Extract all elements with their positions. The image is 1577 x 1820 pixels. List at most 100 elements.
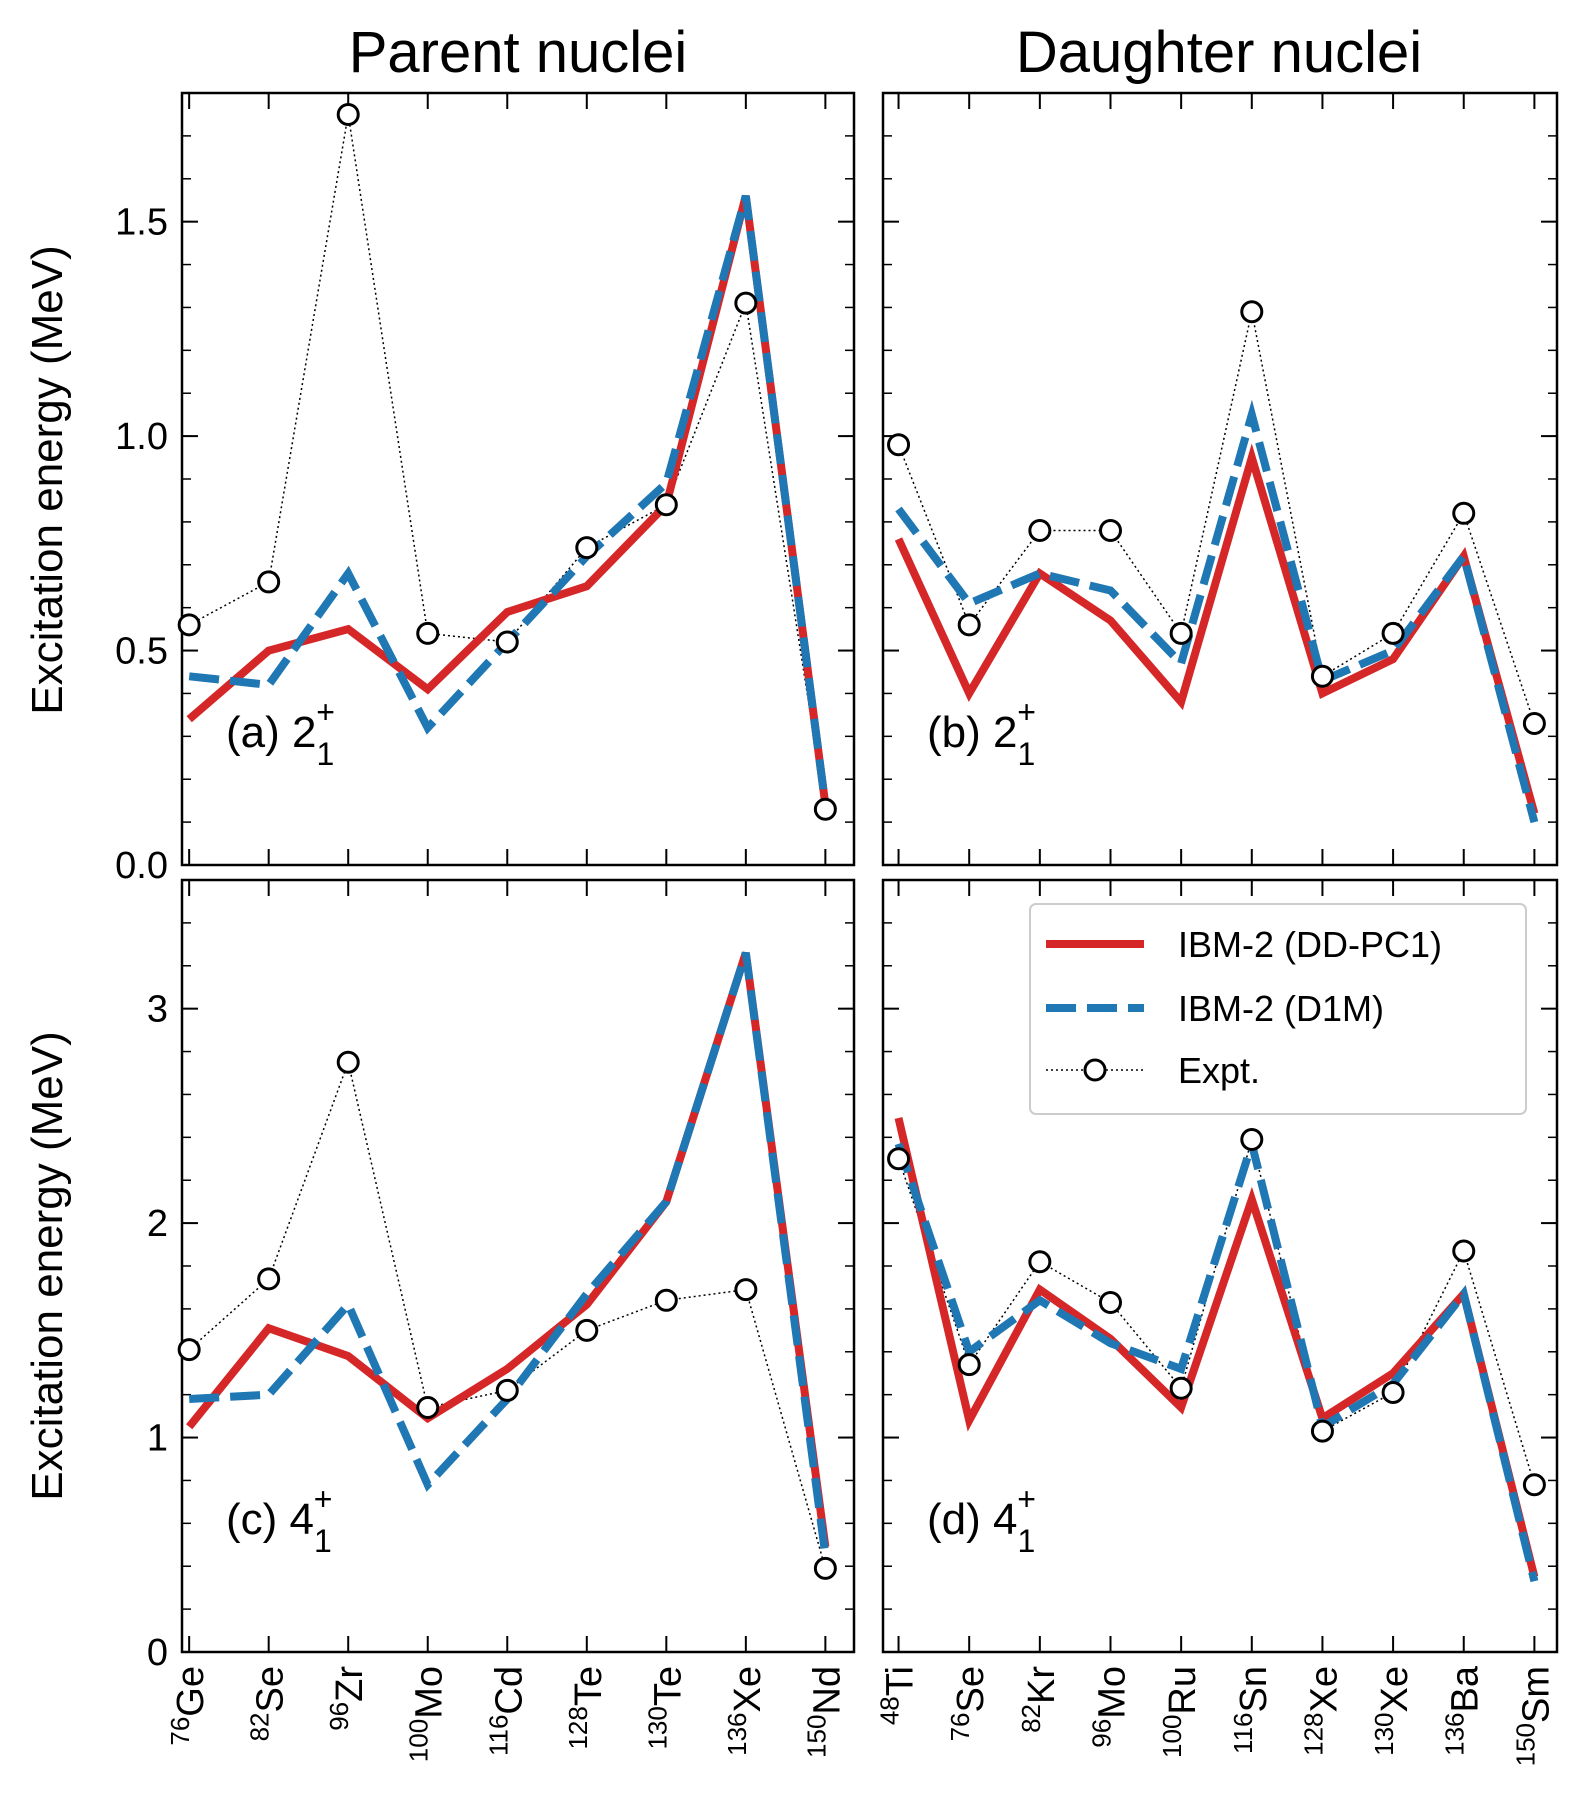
legend-swatch-expt-marker	[1083, 1058, 1107, 1082]
expt-point	[1240, 1127, 1264, 1151]
x-tick-mass: 128	[563, 1706, 593, 1749]
expt-point	[887, 1147, 911, 1171]
chart-panels: 0.00.51.01.5(a) 21+ (b) 21+012376Ge82Se96…	[115, 91, 1559, 1766]
expt-point	[1381, 621, 1405, 645]
panel-label-sup: +	[1017, 1481, 1036, 1517]
x-tick-element: Ti	[880, 1666, 922, 1696]
expt-point	[257, 570, 281, 594]
x-tick-mass: 136	[1440, 1712, 1470, 1755]
x-tick-mass: 96	[324, 1702, 354, 1731]
panel-label: (b) 21 +	[927, 694, 1036, 772]
expt-point	[1169, 621, 1193, 645]
x-tick-element: Se	[950, 1666, 992, 1712]
x-tick-label: 136Ba	[1440, 1665, 1487, 1756]
expt-point	[957, 1353, 981, 1377]
x-tick-label: 76Ge	[165, 1666, 212, 1746]
x-tick-mass: 96	[1086, 1719, 1116, 1748]
y-tick-label: 3	[147, 989, 168, 1031]
x-tick-element: Xe	[1374, 1666, 1416, 1712]
expt-point	[177, 613, 201, 637]
expt-point	[957, 613, 981, 637]
x-tick-element: Se	[250, 1666, 292, 1712]
expt-point	[1310, 1419, 1334, 1443]
x-tick-element: Ge	[170, 1666, 212, 1717]
x-tick-element: Mo	[409, 1666, 451, 1719]
x-tick-mass: 48	[875, 1696, 905, 1725]
legend-box	[1029, 903, 1527, 1115]
expt-point	[1310, 664, 1334, 688]
expt-point	[575, 536, 599, 560]
x-tick-mass: 82	[1016, 1704, 1046, 1733]
y-tick-label: 1	[147, 1418, 168, 1460]
legend-label-d1m: IBM-2 (D1M)	[1178, 988, 1384, 1029]
panel-label-prefix: (b) 2	[927, 708, 1017, 757]
x-tick-label: 130Te	[642, 1666, 689, 1750]
expt-point	[575, 1318, 599, 1342]
expt-point	[416, 1396, 440, 1420]
x-tick-element: Te	[568, 1666, 610, 1706]
expt-point	[177, 1338, 201, 1362]
x-tick-mass: 116	[1228, 1712, 1258, 1753]
x-tick-element: Zr	[329, 1666, 371, 1702]
x-tick-label: 48Ti	[875, 1666, 922, 1725]
x-tick-label: 150Sm	[1510, 1666, 1557, 1766]
expt-point	[336, 102, 360, 126]
x-tick-label: 96Zr	[324, 1666, 371, 1731]
x-tick-mass: 136	[722, 1712, 752, 1755]
x-tick-label: 116Cd	[483, 1666, 530, 1756]
x-tick-label: 128Te	[563, 1666, 610, 1750]
expt-point	[813, 1556, 837, 1580]
x-tick-label: 116Sn	[1228, 1666, 1275, 1754]
x-tick-element: Cd	[488, 1666, 530, 1715]
x-tick-label: 150Nd	[801, 1666, 848, 1758]
panel-b: (b) 21 +	[881, 91, 1559, 867]
x-tick-label: 96Mo	[1086, 1666, 1133, 1748]
panel-a: 0.0 0.5 1.0 1.5 (a) 21 +	[115, 91, 856, 887]
x-tick-label: 136Xe	[722, 1666, 769, 1756]
y-tick-label: 1.0	[115, 416, 168, 458]
series-line-expt	[188, 114, 827, 810]
panel-c: 012376Ge82Se96Zr100Mo116Cd128Te130Te136X…	[147, 878, 856, 1762]
expt-point	[1098, 518, 1122, 542]
x-tick-label: 82Kr	[1016, 1666, 1063, 1733]
x-tick-mass: 130	[1369, 1712, 1399, 1755]
expt-point	[257, 1267, 281, 1291]
column-title-daughter: Daughter nuclei	[1016, 20, 1422, 85]
series-line-ddpc1	[894, 443, 1539, 815]
panel-label-prefix: (c) 4	[226, 1495, 314, 1544]
x-tick-label: 130Xe	[1369, 1666, 1416, 1756]
panel-label-sup: +	[1017, 694, 1036, 730]
x-tick-element: Xe	[1303, 1666, 1345, 1712]
x-tick-label: 82Se	[245, 1666, 292, 1741]
x-tick-mass: 150	[801, 1715, 831, 1758]
series-line-ddpc1	[186, 951, 830, 1548]
y-tick-label: 0	[147, 1632, 168, 1674]
expt-point	[654, 493, 678, 517]
x-tick-mass: 116	[483, 1715, 513, 1756]
expt-point	[1522, 711, 1546, 735]
y-axis-label-top: Excitation energy (MeV)	[23, 245, 72, 715]
x-tick-element: Nd	[806, 1666, 848, 1715]
expt-point	[495, 1378, 519, 1402]
expt-point	[813, 797, 837, 821]
y-axis-label-bottom: Excitation energy (MeV)	[23, 1031, 72, 1501]
x-tick-mass: 100	[1157, 1715, 1187, 1758]
legend: IBM-2 (DD-PC1) IBM-2 (D1M) Expt.	[1029, 903, 1527, 1115]
x-tick-mass: 76	[165, 1717, 195, 1746]
x-tick-mass: 100	[404, 1719, 434, 1762]
expt-point	[1381, 1381, 1405, 1405]
x-tick-element: Ba	[1445, 1665, 1487, 1712]
expt-point	[654, 1288, 678, 1312]
series-line-expt	[188, 1059, 827, 1569]
expt-point	[734, 291, 758, 315]
expt-point	[495, 630, 519, 654]
x-tick-label: 76Se	[945, 1666, 992, 1741]
panel-label-sub: 1	[316, 736, 334, 772]
y-tick-label: 0.5	[115, 631, 168, 673]
panel-label: (a) 21 +	[226, 694, 335, 772]
expt-point	[1028, 1250, 1052, 1274]
series-line-d1m	[894, 1129, 1539, 1583]
y-tick-label: 0.0	[115, 845, 168, 887]
x-tick-element: Sn	[1233, 1666, 1275, 1712]
x-tick-mass: 130	[642, 1706, 672, 1749]
